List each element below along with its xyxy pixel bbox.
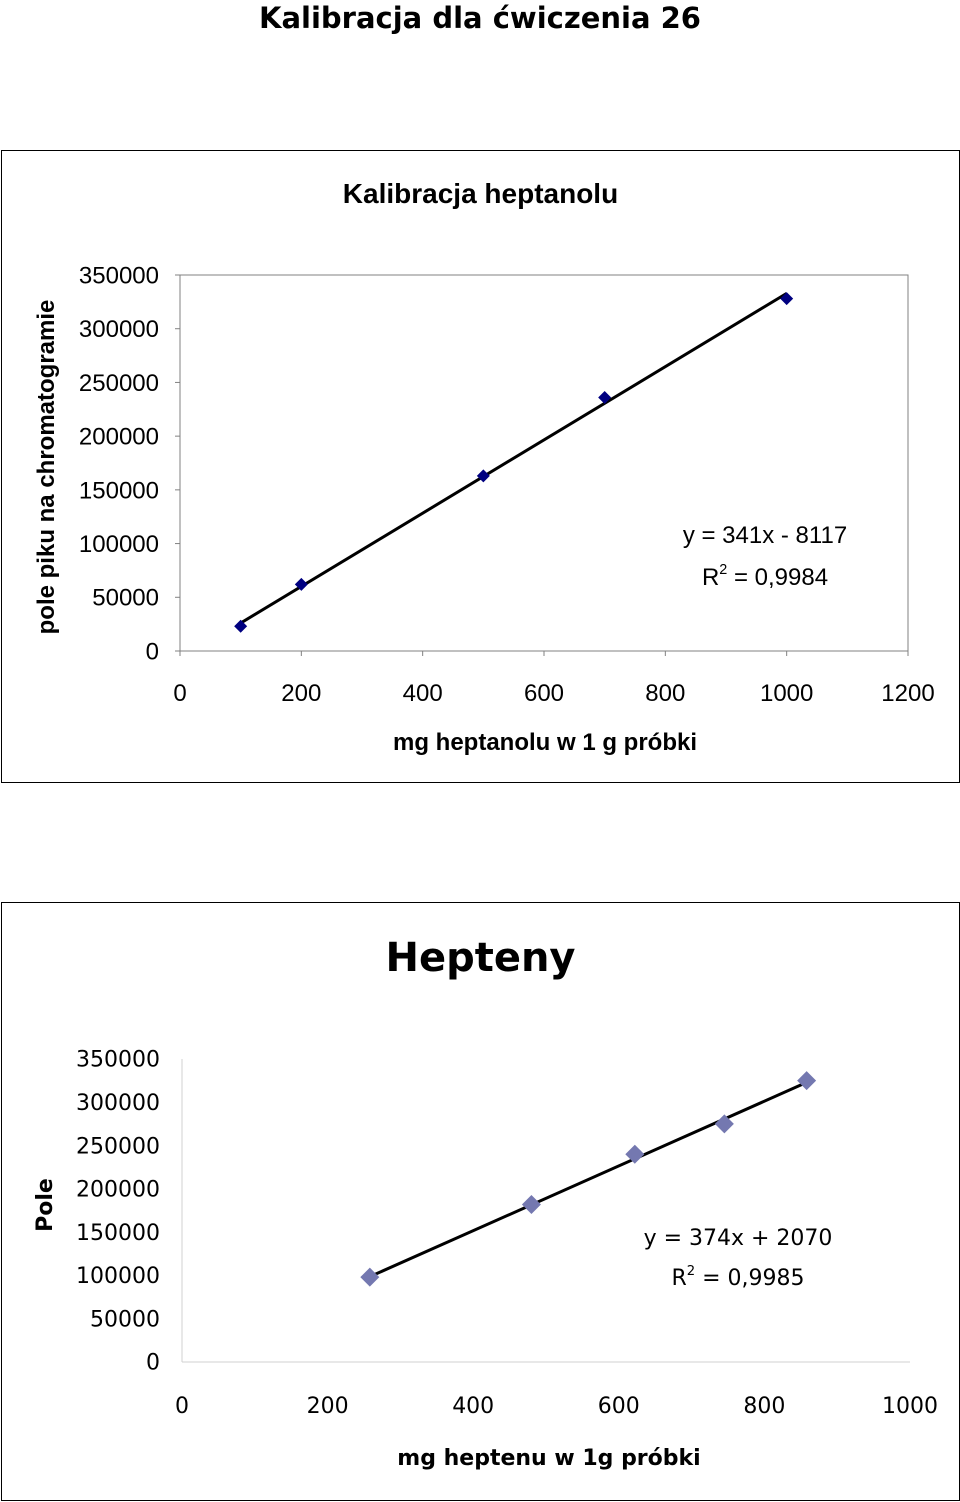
r-squared-label: R2 = 0,9985	[671, 1264, 804, 1291]
data-point	[797, 1071, 817, 1091]
x-tick-label: 800	[645, 680, 685, 707]
chart-heptenes-calibration: Hepteny 0 50000 100000 150000 200000 250000 300…	[1, 902, 960, 1501]
x-tick-label: 200	[307, 1394, 349, 1419]
y-tick-label: 300000	[76, 1091, 160, 1116]
chart-title: Hepteny	[385, 935, 575, 981]
y-tick-label: 50000	[92, 585, 159, 612]
chart-title: Kalibracja heptanolu	[343, 178, 618, 209]
chart-heptanol-calibration: Kalibracja heptanolu 0 50000 100000 150000 20…	[1, 150, 960, 783]
x-axis-label: mg heptanolu w 1 g próbki	[393, 729, 697, 756]
y-tick-label: 150000	[76, 1221, 160, 1246]
y-tick-label: 250000	[76, 1134, 160, 1159]
x-tick-label: 0	[173, 680, 186, 707]
x-tick-label: 400	[403, 680, 443, 707]
data-point	[598, 390, 612, 404]
y-tick-label: 100000	[76, 1264, 160, 1289]
x-tick-label: 0	[175, 1394, 189, 1419]
x-tick-label: 200	[281, 680, 321, 707]
trendline	[239, 292, 788, 625]
y-axis-label: pole piku na chromatogramie	[33, 300, 60, 635]
y-tick-label: 350000	[79, 262, 159, 289]
y-tick-label: 350000	[76, 1048, 160, 1073]
page-title: Kalibracja dla ćwiczenia 26	[259, 1, 701, 35]
y-tick-label: 0	[146, 638, 159, 665]
y-axis-label: Pole	[33, 1178, 58, 1232]
data-point	[234, 619, 248, 633]
y-tick-label: 0	[146, 1351, 160, 1376]
chart-svg: Hepteny 0 50000 100000 150000 200000 250000 300…	[33, 935, 938, 1471]
x-tick-label: 400	[452, 1394, 494, 1419]
y-tick-label: 100000	[79, 531, 159, 558]
y-tick-label: 50000	[90, 1307, 160, 1332]
trendline-equation: y = 341x - 8117	[683, 522, 847, 549]
y-tick-label: 250000	[79, 370, 159, 397]
data-point	[780, 292, 794, 306]
r-squared-label: R2 = 0,9984	[702, 562, 828, 591]
x-axis-label: mg heptenu w 1g próbki	[397, 1446, 700, 1471]
data-point	[521, 1194, 541, 1214]
data-point	[625, 1144, 645, 1164]
y-tick-label: 300000	[79, 316, 159, 343]
x-tick-label: 1000	[882, 1394, 938, 1419]
data-point	[294, 577, 308, 591]
x-tick-label: 600	[598, 1394, 640, 1419]
trendline	[369, 1081, 808, 1279]
y-tick-label: 200000	[76, 1178, 160, 1203]
data-point	[714, 1114, 734, 1134]
trendline-equation: y = 374x + 2070	[644, 1226, 833, 1251]
x-tick-label: 1200	[881, 680, 934, 707]
data-point	[360, 1267, 380, 1287]
x-tick-label: 800	[743, 1394, 785, 1419]
chart-svg: Kalibracja heptanolu 0 50000 100000 150000 20…	[33, 178, 935, 756]
data-point	[476, 469, 490, 483]
x-tick-label: 1000	[760, 680, 813, 707]
x-tick-label: 600	[524, 680, 564, 707]
y-tick-label: 150000	[79, 477, 159, 504]
y-tick-label: 200000	[79, 424, 159, 451]
